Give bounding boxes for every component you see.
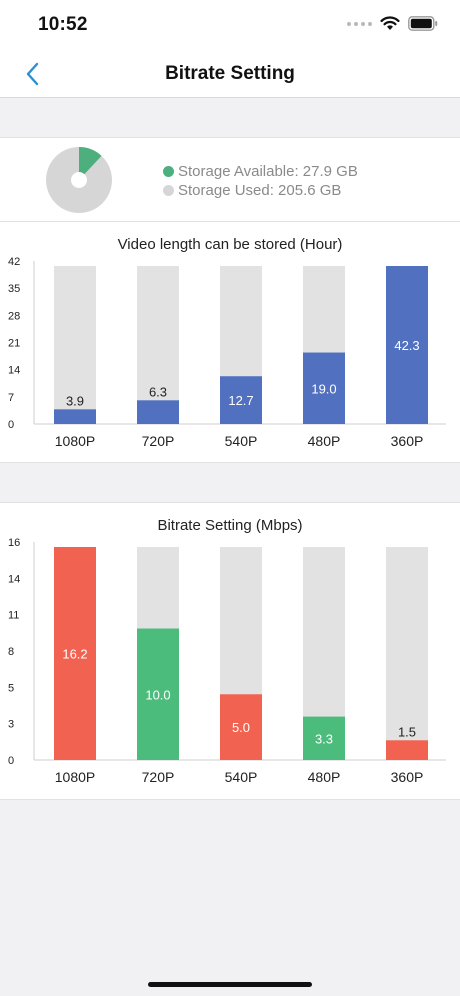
bar xyxy=(54,547,96,760)
bar-value-label: 10.0 xyxy=(145,687,170,702)
bar-background xyxy=(54,266,96,424)
x-tick-label: 360P xyxy=(391,433,424,449)
bar-value-label: 3.3 xyxy=(315,731,333,746)
back-chevron-icon[interactable] xyxy=(20,60,48,88)
bar-background xyxy=(386,547,428,760)
pie-slice-available xyxy=(79,147,102,180)
x-tick-label: 1080P xyxy=(55,769,95,785)
bar xyxy=(54,409,96,424)
bar xyxy=(386,740,428,760)
bar-value-label: 42.3 xyxy=(394,338,419,353)
bar-background xyxy=(137,266,179,424)
chart-title: Video length can be stored (Hour) xyxy=(118,236,343,253)
page-title: Bitrate Setting xyxy=(165,63,295,84)
bar xyxy=(220,376,262,424)
bar-value-label: 19.0 xyxy=(311,381,336,396)
y-tick-label: 14 xyxy=(8,573,20,585)
navigation-bar: Bitrate Setting xyxy=(0,50,460,98)
battery-icon xyxy=(408,16,438,31)
bar xyxy=(303,716,345,760)
x-tick-label: 1080P xyxy=(55,433,95,449)
y-tick-label: 0 xyxy=(8,755,14,767)
wifi-icon xyxy=(380,16,400,30)
x-tick-label: 720P xyxy=(142,769,175,785)
x-tick-label: 360P xyxy=(391,769,424,785)
used-swatch xyxy=(163,185,174,196)
bar xyxy=(220,694,262,760)
x-tick-label: 480P xyxy=(308,769,341,785)
storage-legend: Storage Available: 27.9 GB Storage Used:… xyxy=(163,162,358,200)
status-icons xyxy=(347,16,438,31)
legend-used: Storage Used: 205.6 GB xyxy=(163,181,358,200)
chart-title: Bitrate Setting (Mbps) xyxy=(157,517,302,534)
storage-available-label: Storage Available: 27.9 GB xyxy=(178,163,358,180)
y-tick-label: 5 xyxy=(8,682,14,694)
bar xyxy=(137,628,179,760)
bar-value-label: 1.5 xyxy=(398,724,416,739)
video-length-card: Video length can be stored (Hour) 0 7 14 21 2… xyxy=(0,221,460,463)
y-tick-label: 7 xyxy=(8,392,14,404)
storage-used-label: Storage Used: 205.6 GB xyxy=(178,182,342,199)
bar xyxy=(137,400,179,424)
y-tick-label: 16 xyxy=(8,537,20,549)
y-tick-label: 35 xyxy=(8,283,20,295)
storage-pie-chart xyxy=(46,147,112,213)
available-swatch xyxy=(163,166,174,177)
bitrate-card: Bitrate Setting (Mbps) 0 3 5 8 11 14 16 16.2 1080… xyxy=(0,502,460,800)
divider xyxy=(170,221,460,222)
x-tick-label: 540P xyxy=(225,433,258,449)
bar xyxy=(386,266,428,424)
y-tick-label: 14 xyxy=(8,365,20,377)
bar-value-label: 16.2 xyxy=(62,647,87,662)
x-tick-label: 720P xyxy=(142,433,175,449)
bar-value-label: 5.0 xyxy=(232,720,250,735)
y-tick-label: 21 xyxy=(8,338,20,350)
x-tick-label: 540P xyxy=(225,769,258,785)
y-tick-label: 28 xyxy=(8,310,20,322)
bar-value-label: 3.9 xyxy=(66,393,84,408)
storage-summary: Storage Available: 27.9 GB Storage Used:… xyxy=(0,137,460,221)
y-tick-label: 11 xyxy=(8,610,19,622)
video-length-chart: Video length can be stored (Hour) 0 7 14 21 2… xyxy=(8,236,446,449)
bitrate-chart: Bitrate Setting (Mbps) 0 3 5 8 11 14 16 16.2 1080… xyxy=(8,517,446,785)
y-tick-label: 8 xyxy=(8,646,14,658)
y-tick-label: 42 xyxy=(8,256,20,268)
bar-value-label: 6.3 xyxy=(149,384,167,399)
status-time: 10:52 xyxy=(38,14,88,35)
pie-center-hole xyxy=(71,172,87,188)
bar xyxy=(303,352,345,424)
bar-value-label: 12.7 xyxy=(228,393,253,408)
legend-available: Storage Available: 27.9 GB xyxy=(163,162,358,181)
signal-dots-icon xyxy=(347,21,372,26)
y-tick-label: 3 xyxy=(8,719,14,731)
x-tick-label: 480P xyxy=(308,433,341,449)
home-indicator xyxy=(148,982,312,987)
y-tick-label: 0 xyxy=(8,419,14,431)
status-bar: 10:52 xyxy=(0,0,460,50)
